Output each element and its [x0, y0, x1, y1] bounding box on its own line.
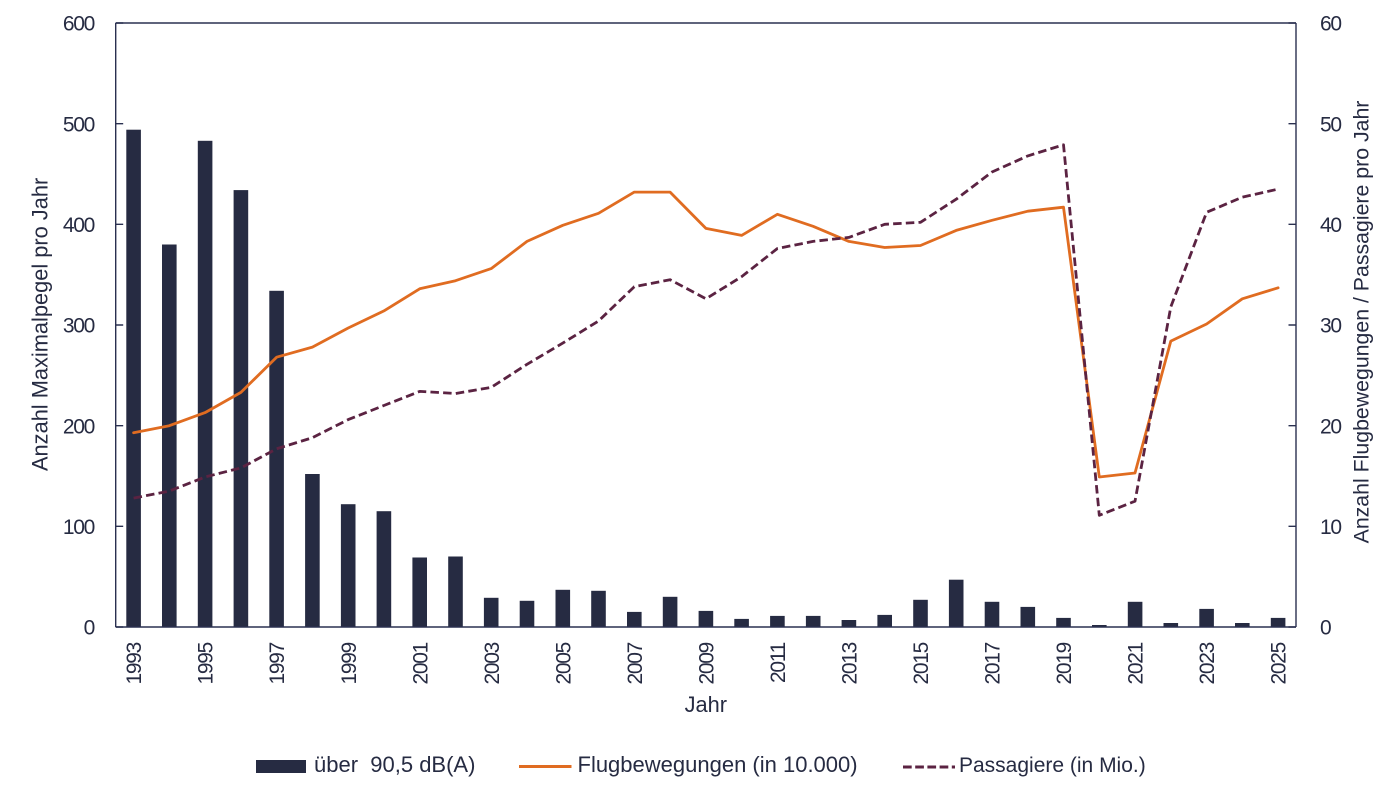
svg-text:Passagiere (in Mio.): Passagiere (in Mio.) [959, 754, 1146, 777]
svg-text:1995: 1995 [195, 642, 218, 684]
svg-text:1997: 1997 [266, 642, 289, 684]
svg-text:2023: 2023 [1196, 642, 1219, 684]
svg-text:über 90,5 dB(A): über 90,5 dB(A) [314, 752, 475, 777]
svg-text:2001: 2001 [409, 642, 432, 684]
svg-text:Anzahl Flugbewegungen / Passag: Anzahl Flugbewegungen / Passagiere pro J… [1349, 101, 1373, 544]
svg-text:2003: 2003 [481, 642, 504, 684]
svg-text:500: 500 [63, 113, 95, 136]
svg-text:100: 100 [63, 516, 95, 539]
svg-text:10: 10 [1320, 516, 1341, 539]
svg-text:Anzahl Maximalpegel pro Jahr: Anzahl Maximalpegel pro Jahr [28, 178, 53, 471]
svg-text:20: 20 [1320, 415, 1341, 438]
svg-text:0: 0 [1320, 617, 1331, 640]
svg-text:600: 600 [63, 13, 95, 36]
svg-text:2007: 2007 [624, 642, 647, 684]
svg-text:300: 300 [63, 315, 95, 338]
svg-text:200: 200 [63, 415, 95, 438]
svg-text:60: 60 [1320, 13, 1341, 36]
svg-text:50: 50 [1320, 113, 1341, 136]
svg-text:30: 30 [1320, 315, 1341, 338]
svg-text:1993: 1993 [123, 642, 146, 684]
svg-text:Jahr: Jahr [685, 692, 727, 717]
svg-text:2005: 2005 [552, 642, 575, 684]
svg-text:2015: 2015 [910, 642, 933, 684]
svg-text:2025: 2025 [1268, 642, 1291, 684]
svg-text:2011: 2011 [767, 642, 790, 683]
svg-text:Flugbewegungen (in 10.000): Flugbewegungen (in 10.000) [578, 752, 858, 777]
svg-text:2013: 2013 [839, 642, 862, 684]
svg-text:2019: 2019 [1053, 642, 1076, 684]
svg-text:400: 400 [63, 214, 95, 237]
svg-text:0: 0 [84, 617, 95, 640]
svg-text:2021: 2021 [1125, 642, 1148, 684]
svg-text:2009: 2009 [696, 642, 719, 684]
svg-text:2017: 2017 [982, 642, 1005, 684]
svg-text:40: 40 [1320, 214, 1341, 237]
svg-text:1999: 1999 [338, 642, 361, 684]
